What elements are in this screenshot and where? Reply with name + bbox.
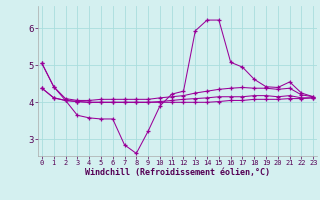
X-axis label: Windchill (Refroidissement éolien,°C): Windchill (Refroidissement éolien,°C) bbox=[85, 168, 270, 177]
